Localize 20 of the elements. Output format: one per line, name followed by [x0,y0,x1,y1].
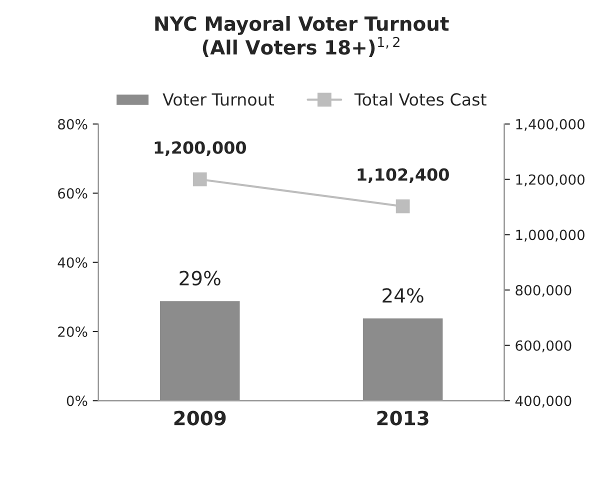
y2-tick-label: 1,400,000 [516,118,584,131]
chart-title: NYC Mayoral Voter Turnout (All Voters 18+)$^{1,2}$ [155,16,449,57]
legend-label: Voter Turnout [162,93,274,106]
y2-tick-label: 800,000 [516,284,572,297]
y2-tick-label: 400,000 [515,396,572,408]
y2-tick-label: 1,000,000 [516,230,584,242]
y-tick-label: 20% [58,326,88,337]
data-label: 1,102,400 [358,168,449,184]
y-tick-label: 60% [58,188,88,199]
x-tick-label: 2013 [377,410,428,426]
y2-tick-label: 600,000 [516,340,572,352]
data-label: 29% [180,270,220,286]
legend-label: Total Votes Cast [354,92,486,106]
y-tick-label: 40% [58,257,88,268]
y-tick-label: 80% [58,118,88,130]
x-tick-label: 2009 [174,410,226,426]
data-label: 24% [382,288,424,303]
y-tick-label: 0% [66,396,88,406]
y2-tick-label: 1,200,000 [516,174,584,186]
data-label: 1,200,000 [154,141,246,156]
